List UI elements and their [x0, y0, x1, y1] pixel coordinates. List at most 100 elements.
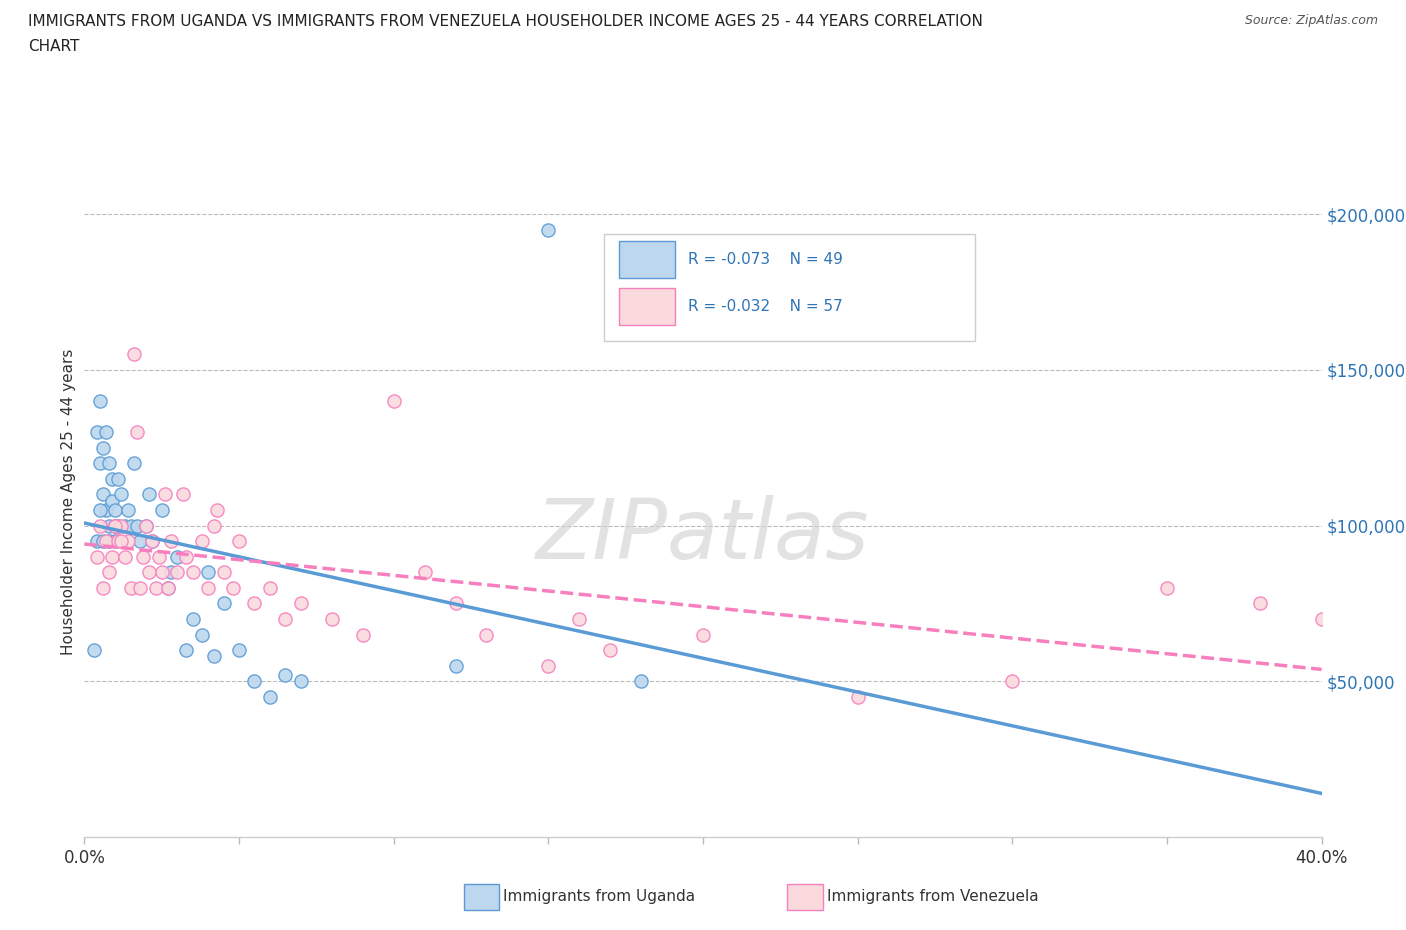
Point	[692, 627, 714, 642]
Point	[150, 565, 173, 579]
Point	[120, 580, 142, 595]
Text: Source: ZipAtlas.com: Source: ZipAtlas.com	[1244, 14, 1378, 27]
Point	[114, 518, 136, 533]
Point	[104, 518, 127, 533]
Point	[86, 534, 108, 549]
Point	[160, 534, 183, 549]
Point	[98, 456, 121, 471]
Point	[166, 565, 188, 579]
Point	[91, 487, 114, 502]
Point	[537, 658, 560, 673]
Point	[91, 580, 114, 595]
Point	[138, 487, 160, 502]
Point	[86, 550, 108, 565]
Point	[166, 550, 188, 565]
Point	[125, 425, 148, 440]
Point	[228, 643, 250, 658]
Point	[122, 456, 145, 471]
Point	[104, 518, 127, 533]
Point	[321, 612, 343, 627]
Point	[197, 580, 219, 595]
Point	[145, 580, 167, 595]
Point	[141, 534, 163, 549]
Point	[94, 425, 117, 440]
Point	[89, 456, 111, 471]
Point	[191, 627, 214, 642]
Point	[202, 649, 225, 664]
Point	[630, 674, 652, 689]
Point	[382, 393, 405, 408]
Point	[135, 518, 157, 533]
Point	[89, 502, 111, 517]
Point	[222, 580, 245, 595]
Point	[98, 565, 121, 579]
Point	[94, 502, 117, 517]
Point	[110, 518, 132, 533]
Point	[156, 580, 179, 595]
Point	[94, 534, 117, 549]
Point	[114, 550, 136, 565]
Point	[141, 534, 163, 549]
Point	[259, 689, 281, 704]
Point	[89, 393, 111, 408]
Point	[91, 440, 114, 455]
FancyBboxPatch shape	[619, 288, 675, 325]
Point	[101, 550, 124, 565]
Text: ZIPatlas: ZIPatlas	[536, 495, 870, 577]
Point	[117, 534, 139, 549]
Point	[197, 565, 219, 579]
FancyBboxPatch shape	[619, 241, 675, 278]
Point	[129, 580, 152, 595]
Point	[110, 534, 132, 549]
Point	[122, 347, 145, 362]
Point	[172, 487, 194, 502]
Point	[89, 518, 111, 533]
Point	[207, 502, 229, 517]
Point	[98, 518, 121, 533]
Point	[148, 550, 170, 565]
Point	[107, 472, 129, 486]
Point	[475, 627, 498, 642]
Point	[104, 502, 127, 517]
Point	[86, 425, 108, 440]
Point	[228, 534, 250, 549]
Point	[444, 658, 467, 673]
Point	[101, 472, 124, 486]
Point	[181, 565, 204, 579]
Point	[107, 518, 129, 533]
Text: Immigrants from Venezuela: Immigrants from Venezuela	[827, 889, 1039, 904]
Point	[101, 493, 124, 508]
Point	[290, 596, 312, 611]
Point	[202, 518, 225, 533]
Point	[135, 518, 157, 533]
Point	[274, 612, 297, 627]
FancyBboxPatch shape	[605, 234, 976, 341]
Point	[1249, 596, 1271, 611]
Point	[138, 565, 160, 579]
Point	[274, 668, 297, 683]
Text: IMMIGRANTS FROM UGANDA VS IMMIGRANTS FROM VENEZUELA HOUSEHOLDER INCOME AGES 25 -: IMMIGRANTS FROM UGANDA VS IMMIGRANTS FRO…	[28, 14, 983, 29]
Point	[91, 534, 114, 549]
Point	[181, 612, 204, 627]
Point	[290, 674, 312, 689]
Point	[107, 534, 129, 549]
Point	[1156, 580, 1178, 595]
Text: CHART: CHART	[28, 39, 80, 54]
Point	[212, 565, 235, 579]
Point	[98, 534, 121, 549]
Point	[132, 550, 155, 565]
Point	[176, 643, 198, 658]
Point	[599, 643, 621, 658]
Point	[156, 580, 179, 595]
Y-axis label: Householder Income Ages 25 - 44 years: Householder Income Ages 25 - 44 years	[60, 349, 76, 656]
Point	[129, 534, 152, 549]
Text: Immigrants from Uganda: Immigrants from Uganda	[503, 889, 696, 904]
Point	[104, 518, 127, 533]
Point	[1310, 612, 1333, 627]
Point	[176, 550, 198, 565]
Point	[117, 502, 139, 517]
Point	[243, 596, 266, 611]
Point	[125, 518, 148, 533]
Point	[212, 596, 235, 611]
Point	[846, 689, 869, 704]
